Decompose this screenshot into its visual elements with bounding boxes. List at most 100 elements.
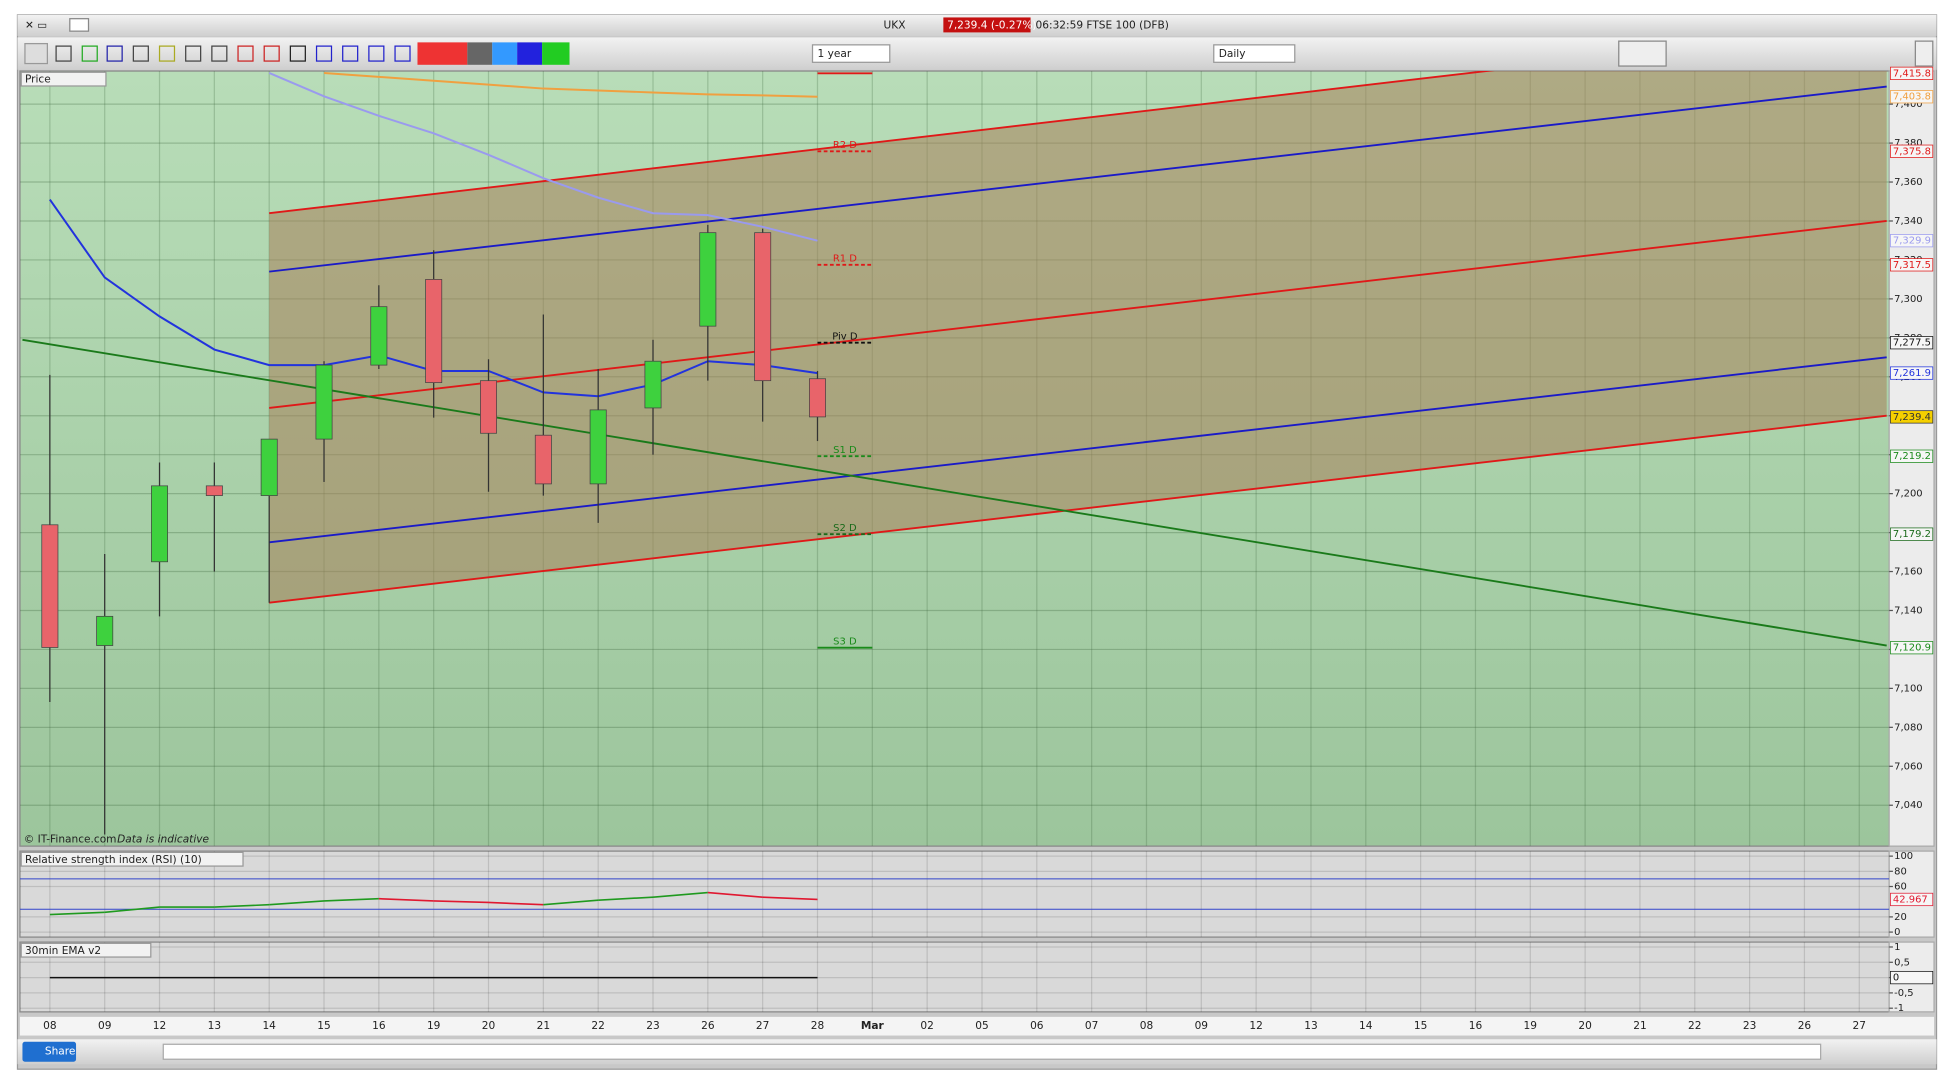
price-label-box: [1890, 892, 1934, 907]
candle-body: [260, 438, 278, 496]
plots: 7,0407,0607,0807,1007,1207,1407,1607,180…: [19, 66, 1935, 1032]
price-label-box: [1890, 366, 1934, 380]
y-tick-label: 0,5: [1894, 957, 1910, 968]
period-select[interactable]: [811, 44, 891, 63]
series-segment: [378, 897, 434, 902]
x-tick-label: Mar: [861, 1020, 885, 1032]
y-tick-label: 7,080: [1894, 722, 1923, 733]
series-segment: [707, 891, 763, 898]
price-label-box: [1890, 641, 1934, 655]
date-axis: [19, 1016, 1935, 1036]
price-label-box: [1890, 527, 1934, 541]
price-label: 7,403.8: [1893, 92, 1931, 103]
series-segment: [543, 899, 599, 906]
x-tick-label: 15: [1414, 1020, 1427, 1032]
price-label-box: [1890, 258, 1934, 272]
y-tick-label: 1: [1894, 942, 1900, 953]
x-tick-label: 16: [1469, 1020, 1483, 1032]
plot-area: [19, 851, 1890, 938]
series-segment: [762, 896, 818, 901]
series-segment: [214, 903, 270, 908]
x-tick-label: 09: [1195, 1020, 1208, 1032]
series-segment: [652, 891, 708, 898]
window-menu[interactable]: [69, 18, 90, 32]
y-tick-label: 7,380: [1894, 138, 1923, 149]
interval: Daily: [1219, 48, 1246, 60]
x-tick-label: 28: [811, 1020, 824, 1032]
price-label: 42.967: [1893, 894, 1928, 905]
interval-select[interactable]: [1213, 44, 1296, 63]
candle-body: [480, 380, 497, 434]
x-tick-label: 19: [1524, 1020, 1537, 1032]
price-label: 7,261.9: [1893, 368, 1931, 379]
toolbar: [17, 37, 1937, 70]
price-label: 7,375.8: [1893, 146, 1931, 157]
price-label-box: [1890, 336, 1934, 350]
x-tick-label: 23: [1743, 1020, 1756, 1032]
x-tick-label: 09: [98, 1020, 111, 1032]
series-segment: [488, 901, 544, 906]
tool-icons[interactable]: [24, 40, 1934, 67]
y-tick-label: 100: [1894, 851, 1913, 862]
candle-body: [370, 306, 388, 366]
pivot-name: S1 D: [833, 445, 857, 456]
x-tick-label: 12: [1249, 1020, 1262, 1032]
series-segment: [49, 911, 105, 916]
x-tick-label: 16: [372, 1020, 386, 1032]
y-tick-label: 7,160: [1894, 567, 1923, 578]
price-label: 0: [1893, 973, 1899, 984]
price-label: 7,329.9: [1893, 236, 1931, 247]
close-icon[interactable]: ✕ ▭: [25, 20, 47, 32]
panel-background: [19, 850, 1890, 938]
y-tick-label: 7,340: [1894, 216, 1923, 227]
candle-body: [96, 615, 114, 646]
price-label-box: [1890, 234, 1934, 248]
x-tick-label: 20: [482, 1020, 496, 1032]
x-tick-label: 23: [646, 1020, 659, 1032]
series-line: [323, 71, 818, 98]
trend-line: [269, 85, 1887, 273]
series-segment: [598, 896, 654, 901]
series-line: [268, 72, 818, 242]
x-tick-label: 13: [208, 1020, 221, 1032]
share-button[interactable]: [22, 1041, 77, 1062]
x-tick-label: 13: [1304, 1020, 1317, 1032]
x-tick-label: 20: [1578, 1020, 1592, 1032]
symbol: UKX: [884, 20, 906, 32]
y-tick-label: 7,200: [1894, 489, 1923, 500]
y-tick-label: -1: [1894, 1003, 1904, 1014]
candle-body: [644, 360, 662, 409]
series-segment: [433, 900, 489, 904]
price-label-box: [1890, 410, 1934, 424]
panel-title: Relative strength index (RSI) (10): [25, 854, 202, 866]
x-tick-label: 05: [975, 1020, 988, 1032]
y-tick-label: -0,5: [1894, 988, 1913, 999]
candle-body: [589, 409, 607, 485]
price-label-box: [1890, 66, 1934, 80]
x-tick-label: 22: [1688, 1020, 1701, 1032]
x-tick-label: 27: [756, 1020, 769, 1032]
trend-line: [269, 414, 1887, 604]
candle-body: [425, 279, 443, 384]
pivot-name: R1 D: [833, 254, 857, 265]
y-tick-label: 0: [1894, 927, 1900, 938]
price-label: 7,239.4: [1893, 412, 1931, 423]
scrollbar[interactable]: [162, 1043, 1822, 1060]
trend-line: [22, 338, 1887, 647]
y-tick-label: 7,060: [1894, 761, 1923, 772]
x-tick-label: 21: [1633, 1020, 1646, 1032]
price-label-box: [1890, 144, 1934, 158]
y-tick-label: 7,300: [1894, 294, 1923, 305]
period: 1 year: [817, 48, 851, 60]
candle-body: [315, 364, 333, 440]
x-tick-label: 22: [591, 1020, 604, 1032]
price-label: 7,179.2: [1893, 529, 1931, 540]
price-label: 7,317.5: [1893, 260, 1931, 271]
panel-title: Price: [25, 74, 51, 86]
trend-line: [269, 220, 1887, 409]
panel-title: 30min EMA v2: [25, 945, 101, 957]
x-tick-label: 26: [701, 1020, 715, 1032]
plot-area: [19, 942, 1890, 1012]
